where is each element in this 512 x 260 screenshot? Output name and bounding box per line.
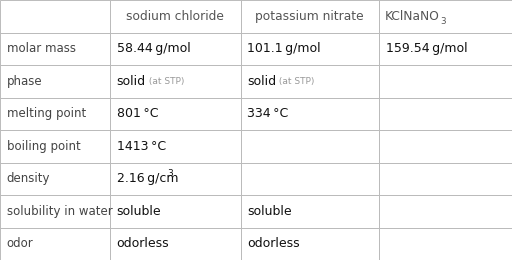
Text: 58.44 g/mol: 58.44 g/mol [117,42,190,55]
Text: density: density [7,172,50,185]
Bar [379,0,512,32]
Bar [110,130,241,162]
Bar [241,65,379,98]
Bar [110,195,241,228]
Text: potassium nitrate: potassium nitrate [255,10,364,23]
Text: 334 °C: 334 °C [247,107,289,120]
Bar [0,32,110,65]
Text: 159.54 g/mol: 159.54 g/mol [386,42,467,55]
Text: solubility in water: solubility in water [7,205,113,218]
Text: 801 °C: 801 °C [117,107,158,120]
Bar [0,195,110,228]
Bar [379,130,512,162]
Text: KClNaNO: KClNaNO [385,10,439,23]
Bar [110,32,241,65]
Text: melting point: melting point [7,107,86,120]
Bar [241,98,379,130]
Text: 3: 3 [167,169,173,178]
Bar [241,32,379,65]
Text: 101.1 g/mol: 101.1 g/mol [247,42,321,55]
Bar [0,228,110,260]
Text: phase: phase [7,75,42,88]
Text: 1413 °C: 1413 °C [117,140,166,153]
Text: (at STP): (at STP) [146,77,184,86]
Bar [110,0,241,32]
Text: boiling point: boiling point [7,140,80,153]
Text: odorless: odorless [117,237,169,250]
Bar [110,162,241,195]
Bar [0,0,110,32]
Bar [241,130,379,162]
Text: molar mass: molar mass [7,42,76,55]
Text: solid: solid [247,75,276,88]
Bar [110,228,241,260]
Bar [241,162,379,195]
Bar [0,130,110,162]
Bar [241,228,379,260]
Text: odorless: odorless [247,237,300,250]
Bar [379,195,512,228]
Bar [379,65,512,98]
Text: sodium chloride: sodium chloride [126,10,224,23]
Bar [379,98,512,130]
Bar [379,228,512,260]
Bar [110,98,241,130]
Bar [0,162,110,195]
Text: 3: 3 [440,17,446,27]
Text: solid: solid [117,75,146,88]
Bar [379,162,512,195]
Bar [0,98,110,130]
Bar [379,32,512,65]
Bar [0,65,110,98]
Bar [110,65,241,98]
Bar [241,0,379,32]
Text: 2.16 g/cm: 2.16 g/cm [117,172,178,185]
Text: soluble: soluble [247,205,292,218]
Bar [241,195,379,228]
Text: soluble: soluble [117,205,161,218]
Text: (at STP): (at STP) [276,77,315,86]
Text: odor: odor [7,237,33,250]
